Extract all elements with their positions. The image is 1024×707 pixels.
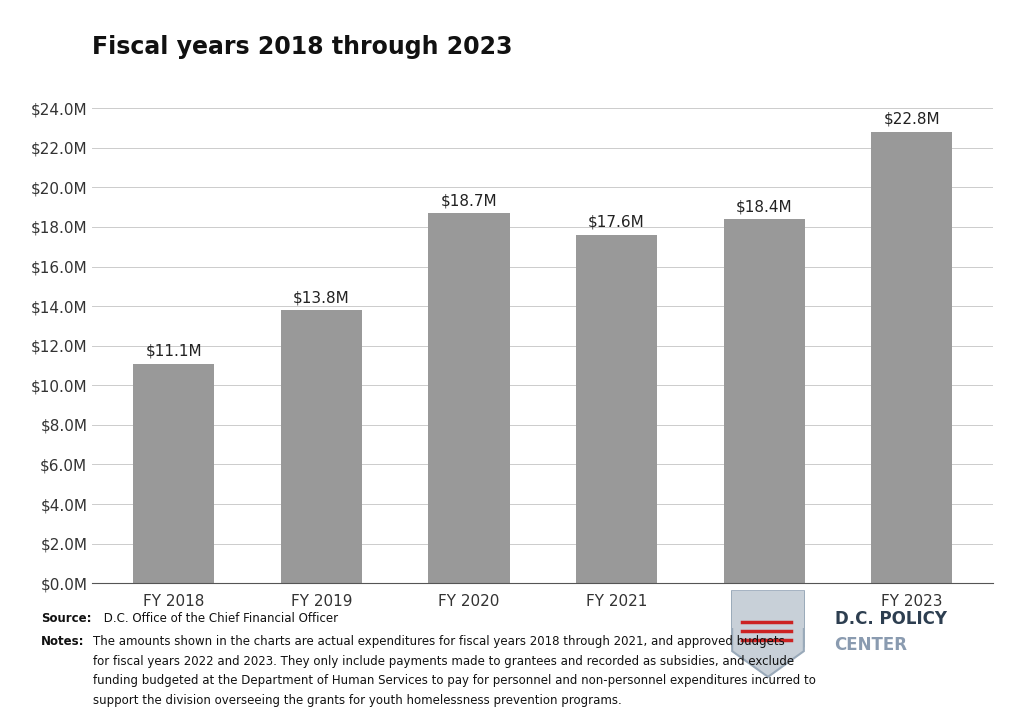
Polygon shape: [732, 591, 804, 674]
Text: $22.8M: $22.8M: [884, 112, 940, 127]
Text: CENTER: CENTER: [835, 636, 907, 654]
Text: funding budgeted at the Department of Human Services to pay for personnel and no: funding budgeted at the Department of Hu…: [93, 674, 816, 687]
Bar: [871, 132, 952, 583]
Text: D.C. Office of the Chief Financial Officer: D.C. Office of the Chief Financial Offic…: [100, 612, 339, 624]
Polygon shape: [732, 591, 804, 628]
Text: $17.6M: $17.6M: [588, 215, 645, 230]
Polygon shape: [732, 591, 804, 677]
Bar: [133, 363, 214, 583]
Text: for fiscal years 2022 and 2023. They only include payments made to grantees and : for fiscal years 2022 and 2023. They onl…: [93, 655, 795, 667]
Text: D.C. POLICY: D.C. POLICY: [835, 609, 946, 628]
Text: $13.8M: $13.8M: [293, 290, 349, 305]
Text: The amounts shown in the charts are actual expenditures for fiscal years 2018 th: The amounts shown in the charts are actu…: [93, 635, 785, 648]
Bar: [281, 310, 361, 583]
Text: Notes:: Notes:: [41, 635, 84, 648]
Text: support the division overseeing the grants for youth homelessness prevention pro: support the division overseeing the gran…: [93, 694, 622, 707]
Bar: [724, 219, 805, 583]
Text: Fiscal years 2018 through 2023: Fiscal years 2018 through 2023: [92, 35, 513, 59]
Text: Source:: Source:: [41, 612, 91, 624]
Text: $18.4M: $18.4M: [736, 199, 793, 214]
Bar: [575, 235, 657, 583]
Text: $18.7M: $18.7M: [440, 193, 498, 208]
Text: $11.1M: $11.1M: [145, 344, 202, 358]
Bar: [428, 213, 510, 583]
